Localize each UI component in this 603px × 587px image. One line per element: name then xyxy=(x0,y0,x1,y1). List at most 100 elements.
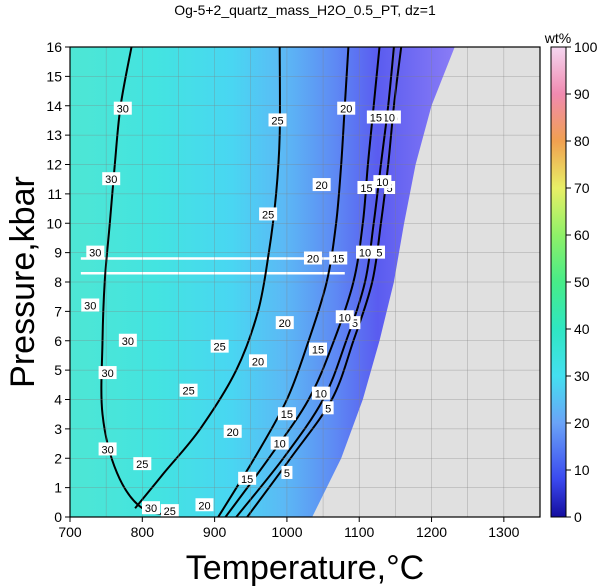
contour-label-5: 5 xyxy=(387,183,393,195)
colorbar-tick-label: 80 xyxy=(574,133,590,149)
x-tick-label: 1000 xyxy=(271,524,302,540)
plot-area: 5555551010101010101515151515152020202020… xyxy=(69,46,541,518)
contour-label-bg xyxy=(373,175,392,189)
y-tick-label: 8 xyxy=(54,274,62,290)
contour-label-5: 5 xyxy=(352,318,358,330)
contour-label-30: 30 xyxy=(101,444,113,456)
contour-label-20: 20 xyxy=(252,356,264,368)
contour-label-bg xyxy=(98,442,117,456)
contour-label-25: 25 xyxy=(136,459,148,471)
contour-label-bg xyxy=(357,181,376,194)
colorbar-tick-label: 70 xyxy=(574,180,590,196)
contour-label-bg xyxy=(270,436,289,450)
contour-label-bg xyxy=(141,501,160,515)
colorbar-tick-label: 20 xyxy=(574,415,590,431)
x-tick-label: 1300 xyxy=(488,524,519,540)
contour-label-30: 30 xyxy=(84,301,96,313)
y-tick-label: 6 xyxy=(54,333,62,349)
contour-label-15: 15 xyxy=(281,409,293,421)
contour-labels: 5555551010101010101515151515152020202020… xyxy=(81,101,401,518)
x-tick-label: 1200 xyxy=(416,524,447,540)
contour-label-15: 15 xyxy=(241,474,253,486)
contour-label-30: 30 xyxy=(122,336,134,348)
contour-label-bg xyxy=(98,366,117,380)
x-tick-label: 700 xyxy=(58,524,82,540)
contour-label-30: 30 xyxy=(89,248,101,260)
contour-label-15: 15 xyxy=(312,345,324,357)
x-tick-label: 1100 xyxy=(344,524,374,540)
y-axis-title: Pressure,kbar xyxy=(4,176,42,388)
contour-label-25: 25 xyxy=(262,209,274,221)
contour-label-bg xyxy=(86,245,105,259)
contour-label-bg xyxy=(102,172,121,186)
contour-label-20: 20 xyxy=(227,427,239,439)
contour-label-10: 10 xyxy=(339,312,351,324)
chart-title: Og-5+2_quartz_mass_H2O_0.5_PT, dz=1 xyxy=(174,2,436,18)
colorbar-tick-label: 50 xyxy=(574,274,590,290)
contour-label-20: 20 xyxy=(340,104,352,116)
contour-label-10: 10 xyxy=(359,248,371,260)
contour-label-bg xyxy=(356,245,375,259)
contour-label-10: 10 xyxy=(376,177,388,189)
y-tick-label: 4 xyxy=(54,392,62,408)
contour-label-bg xyxy=(277,407,296,421)
contour-label-bg xyxy=(366,110,385,124)
contour-label-bg xyxy=(309,342,328,356)
contour-label-10: 10 xyxy=(383,113,395,125)
contour-label-bg xyxy=(179,383,198,397)
colorbar: wt% 0 10 20 30 40 50 60 70 80 90 100 xyxy=(544,30,598,525)
colorbar-bar xyxy=(550,46,567,518)
contour-label-5: 5 xyxy=(284,468,290,480)
contour-label-20: 20 xyxy=(279,318,291,330)
contour-label-bg xyxy=(259,207,278,221)
contour-label-bg xyxy=(349,316,361,330)
x-tick-label: 900 xyxy=(203,524,227,540)
contour-label-5: 5 xyxy=(325,403,331,415)
contour-label-30: 30 xyxy=(105,174,117,186)
y-tick-label: 7 xyxy=(54,303,62,319)
contour-label-bg xyxy=(113,101,132,115)
contour-label-bg xyxy=(281,465,293,479)
y-tick-label: 3 xyxy=(54,421,62,437)
contour-label-bg xyxy=(195,498,214,512)
y-tick-label: 5 xyxy=(54,362,62,378)
contour-label-5: 5 xyxy=(376,248,382,260)
y-tick-label: 15 xyxy=(46,68,62,84)
contour-label-bg xyxy=(223,424,242,438)
contour-label-bg xyxy=(275,316,294,330)
contour-label-30: 30 xyxy=(101,368,113,380)
contour-label-bg xyxy=(335,310,354,324)
colorbar-tick-label: 10 xyxy=(574,462,590,478)
contour-label-15: 15 xyxy=(332,254,344,266)
contour-label-10: 10 xyxy=(274,439,286,451)
contour-label-15: 15 xyxy=(360,183,372,195)
colorbar-title: wt% xyxy=(544,30,571,46)
contour-label-bg xyxy=(303,251,322,265)
contour-label-bg xyxy=(329,251,348,265)
colorbar-tick-label: 100 xyxy=(574,39,598,55)
contour-label-bg xyxy=(312,178,331,192)
contour-label-25: 25 xyxy=(271,115,283,127)
colorbar-tick-label: 60 xyxy=(574,227,590,243)
y-tick-label: 9 xyxy=(54,245,62,261)
colorbar-tick-label: 0 xyxy=(574,509,582,525)
contour-label-bg xyxy=(133,457,152,471)
contour-label-bg xyxy=(322,401,334,415)
contour-label-25: 25 xyxy=(182,386,194,398)
y-tick-label: 13 xyxy=(46,127,62,143)
contour-label-20: 20 xyxy=(307,254,319,266)
contour-label-bg xyxy=(238,471,257,485)
colorbar-tick-label: 90 xyxy=(574,86,590,102)
contour-label-bg xyxy=(81,298,100,312)
colorbar-ticks: 0 10 20 30 40 50 60 70 80 90 100 xyxy=(566,39,598,525)
x-tick-label: 800 xyxy=(131,524,155,540)
x-axis-ticks: 700 800 900 1000 1100 1200 1300 xyxy=(58,517,520,540)
contour-label-bg xyxy=(210,339,229,353)
contour-label-30: 30 xyxy=(145,503,157,515)
grid-lines xyxy=(70,47,540,517)
y-tick-label: 1 xyxy=(54,480,62,496)
x-axis-title: Temperature,°C xyxy=(186,549,424,587)
y-tick-label: 11 xyxy=(47,186,62,202)
